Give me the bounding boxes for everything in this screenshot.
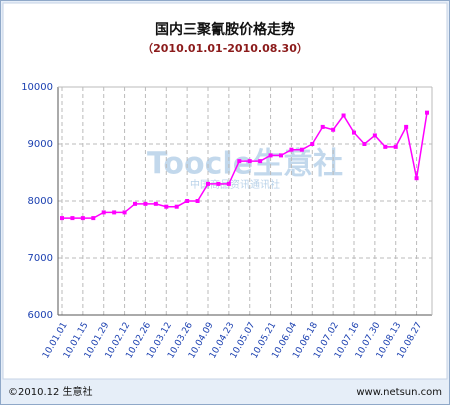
point-marker xyxy=(268,153,273,158)
point-marker xyxy=(237,159,242,164)
point-marker xyxy=(80,216,85,221)
point-marker xyxy=(216,181,221,186)
point-marker xyxy=(352,130,356,135)
point-marker xyxy=(143,201,148,206)
watermark: Toocle生意社 xyxy=(147,147,343,182)
point-marker xyxy=(185,199,190,203)
point-marker xyxy=(310,142,315,146)
point-marker xyxy=(341,113,346,118)
panel xyxy=(2,2,448,380)
point-marker xyxy=(279,153,283,158)
chart-title: 国内三聚氰胺价格走势 xyxy=(155,21,295,38)
point-marker xyxy=(383,144,388,149)
y-tick-label: 6000 xyxy=(28,310,53,321)
point-marker xyxy=(393,144,398,149)
y-tick-label: 9000 xyxy=(28,139,53,150)
point-marker xyxy=(153,201,158,206)
point-marker xyxy=(414,176,419,181)
point-marker xyxy=(258,159,263,164)
point-marker xyxy=(195,199,200,203)
point-marker xyxy=(362,142,367,146)
point-marker xyxy=(91,216,96,221)
point-marker xyxy=(60,216,64,221)
point-marker xyxy=(425,110,429,115)
y-tick-label: 7000 xyxy=(28,253,53,264)
point-marker xyxy=(372,133,377,138)
point-marker xyxy=(112,210,117,215)
point-marker xyxy=(70,216,75,221)
point-marker xyxy=(174,204,179,209)
point-marker xyxy=(164,204,169,209)
point-marker xyxy=(404,124,409,129)
point-marker xyxy=(122,210,127,215)
footer-right: www.netsun.com xyxy=(356,387,442,398)
point-marker xyxy=(299,147,304,152)
footer-left: ©2010.12 生意社 xyxy=(8,385,93,398)
y-tick-label: 8000 xyxy=(28,196,53,207)
point-marker xyxy=(101,210,106,215)
point-marker xyxy=(206,181,210,186)
point-marker xyxy=(133,201,137,206)
y-tick-label: 10000 xyxy=(21,82,53,93)
point-marker xyxy=(226,181,231,186)
point-marker xyxy=(320,124,325,129)
chart-subtitle: （2010.01.01-2010.08.30） xyxy=(142,42,308,55)
point-marker xyxy=(289,147,294,152)
point-marker xyxy=(247,159,252,164)
watermark-sub: 中国商品资讯通讯社 xyxy=(190,178,280,191)
point-marker xyxy=(331,127,336,132)
